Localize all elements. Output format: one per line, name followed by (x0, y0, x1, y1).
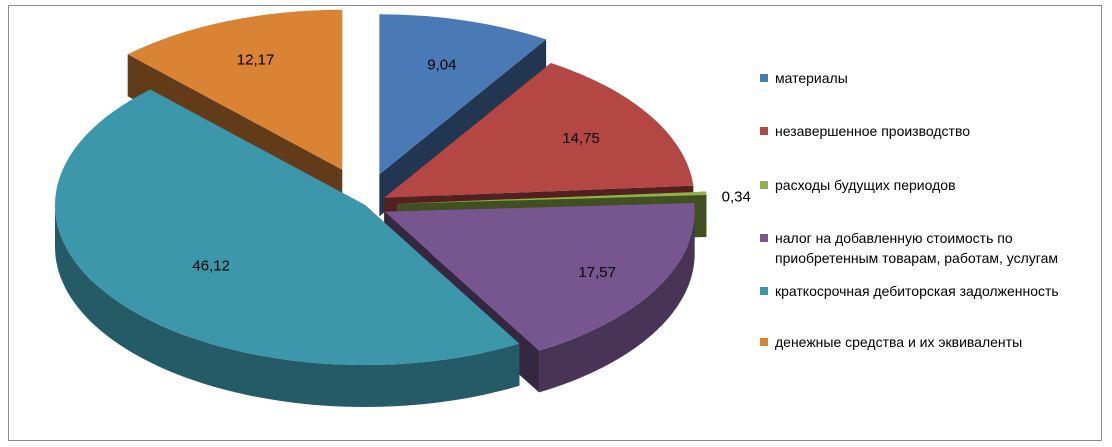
legend-swatch (760, 74, 768, 82)
pie-slice (384, 202, 695, 351)
legend-swatch (760, 181, 768, 189)
pie-slice (127, 9, 343, 170)
data-label: 9,04 (427, 57, 456, 74)
pie-slice (54, 89, 520, 366)
data-label: 17,57 (578, 264, 616, 281)
legend-item: денежные средства и их эквиваленты (760, 334, 1105, 352)
legend-item: краткосрочная дебиторская задолженность (760, 283, 1105, 301)
legend-item: расходы будущих периодов (760, 177, 1105, 195)
legend-swatch (760, 127, 768, 135)
legend-label: материалы (775, 70, 848, 86)
data-label: 12,17 (237, 51, 275, 68)
legend-item: налог на добавленную стоимость по приобр… (760, 230, 1105, 268)
pie-slice (396, 191, 707, 204)
data-label: 14,75 (562, 130, 600, 147)
legend-item: незавершенное производство (760, 123, 1105, 141)
legend-swatch (760, 234, 768, 242)
slice-side (539, 211, 695, 393)
pie-slice (379, 14, 547, 175)
legend-label: незавершенное производство (775, 123, 971, 139)
data-label: 0,34 (722, 188, 751, 205)
legend-label: расходы будущих периодов (775, 177, 956, 193)
legend-swatch (760, 338, 768, 346)
legend-label: налог на добавленную стоимость по приобр… (775, 230, 1059, 266)
legend-swatch (760, 287, 768, 295)
legend-label: денежные средства и их эквиваленты (775, 334, 1023, 350)
slice-side (55, 205, 520, 407)
data-label: 46,12 (192, 257, 230, 274)
legend-item: материалы (760, 70, 1105, 88)
legend-label: краткосрочная дебиторская задолженность (775, 283, 1059, 299)
pie-slice (384, 62, 694, 198)
